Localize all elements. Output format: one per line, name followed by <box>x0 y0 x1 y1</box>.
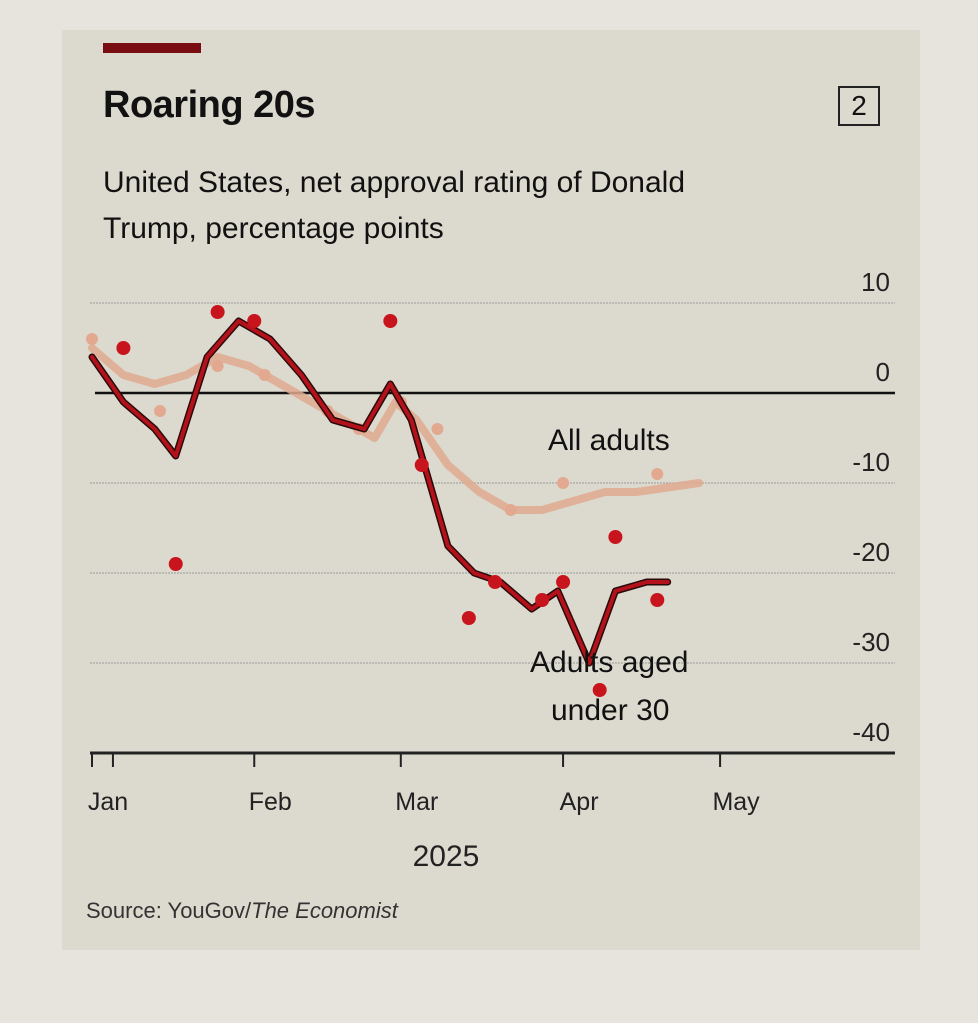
source-prefix: Source: YouGov/ <box>86 898 252 923</box>
y-tick-label: 0 <box>876 357 890 387</box>
y-tick-label: 10 <box>861 267 890 297</box>
data-point <box>247 314 262 328</box>
data-point <box>556 575 571 589</box>
data-point <box>557 477 570 489</box>
source-note: Source: YouGov/The Economist <box>86 898 398 924</box>
series-line-shadow <box>88 317 672 667</box>
data-point <box>592 683 607 697</box>
data-point <box>414 458 429 472</box>
data-point <box>258 369 271 381</box>
data-point <box>210 305 225 319</box>
data-point <box>116 341 131 355</box>
label-under-30: Adults aged <box>530 646 688 679</box>
x-tick-label: May <box>712 788 760 816</box>
chart-subtitle: United States, net approval rating of Do… <box>103 166 686 245</box>
y-tick-label: -30 <box>852 627 890 657</box>
data-point <box>154 405 167 417</box>
x-tick-label: Jan <box>88 788 128 816</box>
x-tick-label: Feb <box>249 788 292 816</box>
data-point <box>651 468 664 480</box>
label-under-30-line2: under 30 <box>551 694 669 727</box>
section-tag <box>103 43 201 53</box>
x-tick-label: Apr <box>560 788 599 816</box>
chart-panel <box>62 30 920 950</box>
y-tick-label: -10 <box>852 447 890 477</box>
data-point <box>488 575 503 589</box>
data-point <box>383 314 398 328</box>
data-point <box>535 593 550 607</box>
y-tick-label: -20 <box>852 537 890 567</box>
data-point <box>504 504 517 516</box>
x-tick-label: Mar <box>395 788 438 816</box>
data-point <box>431 423 444 435</box>
y-tick-label: -40 <box>852 717 890 747</box>
data-point <box>211 360 224 372</box>
series-line <box>90 319 670 665</box>
chart-number-badge: 2 <box>838 86 880 126</box>
data-point <box>650 593 665 607</box>
x-axis-label: 2025 <box>413 840 480 873</box>
data-point <box>168 557 183 571</box>
data-point <box>608 530 623 544</box>
chart-title: Roaring 20s <box>103 84 316 126</box>
label-all-adults: All adults <box>548 424 670 457</box>
data-point <box>461 611 476 625</box>
data-point <box>86 333 98 345</box>
source-publication: The Economist <box>251 898 398 923</box>
